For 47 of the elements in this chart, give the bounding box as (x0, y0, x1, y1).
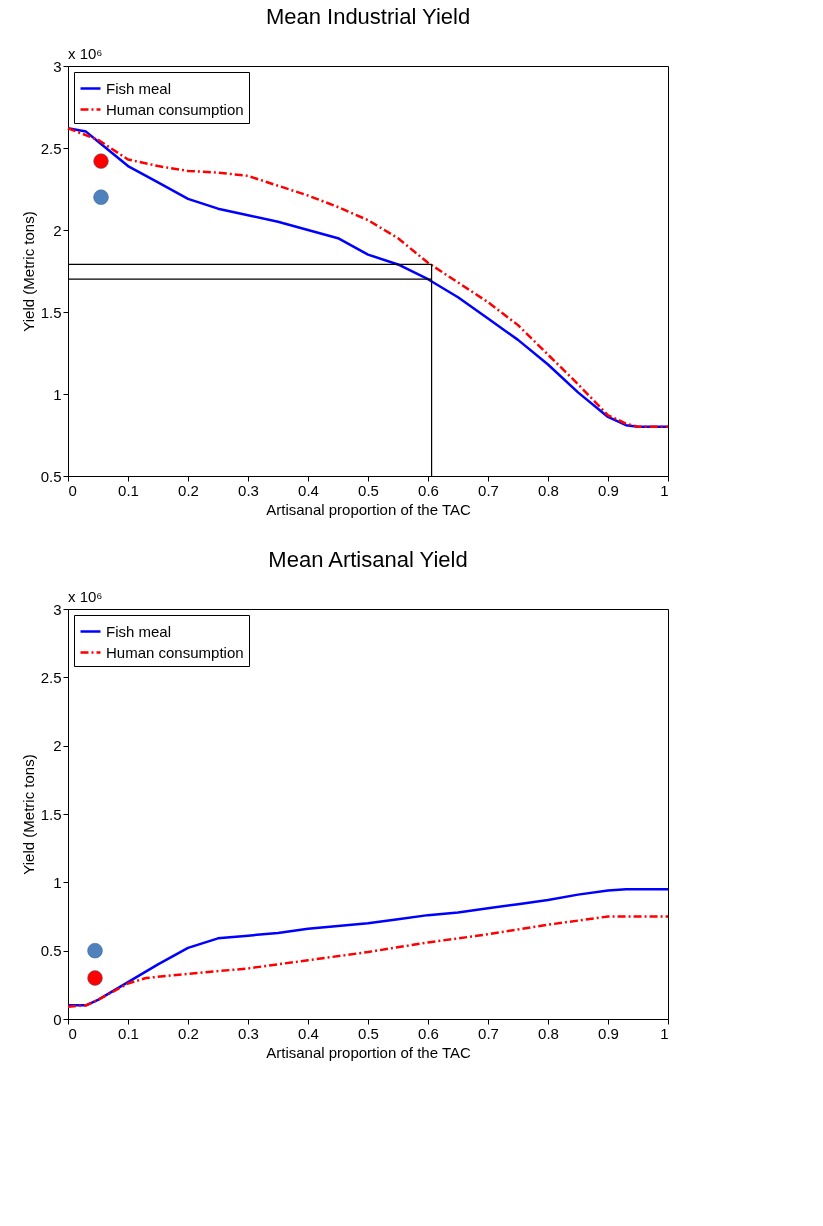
y-tick-label: 0.5 (40, 467, 62, 485)
x-tick-label: 1 (660, 481, 669, 499)
x-axis-title: Artisanal proportion of the TAC (266, 1043, 471, 1061)
x-tick-label: 0.5 (358, 481, 379, 499)
x-tick-label: 1 (660, 1024, 669, 1042)
x-tick-label: 0.3 (238, 1024, 259, 1042)
x-tick-label: 0.7 (478, 1024, 499, 1042)
x-tick-label: 0.2 (178, 1024, 199, 1042)
y-tick-label: 3 (53, 57, 62, 75)
x-tick-label: 0.3 (238, 481, 259, 499)
y-tick-label: 1.5 (40, 303, 62, 321)
y-tick-label: 0 (53, 1010, 62, 1028)
y-tick-label: 1 (53, 873, 62, 891)
y-tick-label: 2.5 (40, 668, 62, 686)
y-axis-title: Yield (Metric tons) (19, 754, 37, 875)
legend-label: Fish meal (106, 79, 172, 97)
x-tick-label: 0.9 (598, 1024, 619, 1042)
x-tick-label: 0.4 (298, 481, 319, 499)
text: x 10⁶ (68, 45, 103, 62)
x-tick-label: 0.1 (118, 1024, 139, 1042)
x-axis-title: Artisanal proportion of the TAC (266, 500, 471, 518)
text: x 10⁶ (68, 588, 103, 605)
legend-label: Fish meal (106, 622, 172, 640)
x-tick-label: 0.6 (418, 1024, 439, 1042)
x-tick-label: 0.6 (418, 481, 439, 499)
x-tick-label: 0.8 (538, 481, 559, 499)
chart-title: Mean Artisanal Yield (268, 547, 468, 572)
x-tick-label: 0.5 (358, 1024, 379, 1042)
y-tick-label: 2.5 (40, 139, 62, 157)
x-tick-label: 0 (68, 481, 77, 499)
x-tick-label: 0.9 (598, 481, 619, 499)
x-tick-label: 0 (68, 1024, 77, 1042)
y-tick-label: 3 (53, 600, 62, 618)
x-tick-label: 0.7 (478, 481, 499, 499)
x-tick-label: 0.4 (298, 1024, 319, 1042)
chart-title: Mean Industrial Yield (265, 4, 471, 29)
legend-label: Human consumption (106, 643, 244, 661)
x-tick-label: 0.2 (178, 481, 199, 499)
y-tick-label: 1 (53, 385, 62, 403)
y-tick-label: 0.5 (40, 942, 62, 960)
y-axis-title: Yield (Metric tons) (19, 211, 37, 332)
y-tick-label: 1.5 (40, 805, 62, 823)
y-tick-label: 2 (53, 737, 62, 755)
x-tick-label: 0.1 (118, 481, 139, 499)
legend-label: Human consumption (106, 100, 244, 118)
x-tick-label: 0.8 (538, 1024, 559, 1042)
y-tick-label: 2 (53, 221, 62, 239)
